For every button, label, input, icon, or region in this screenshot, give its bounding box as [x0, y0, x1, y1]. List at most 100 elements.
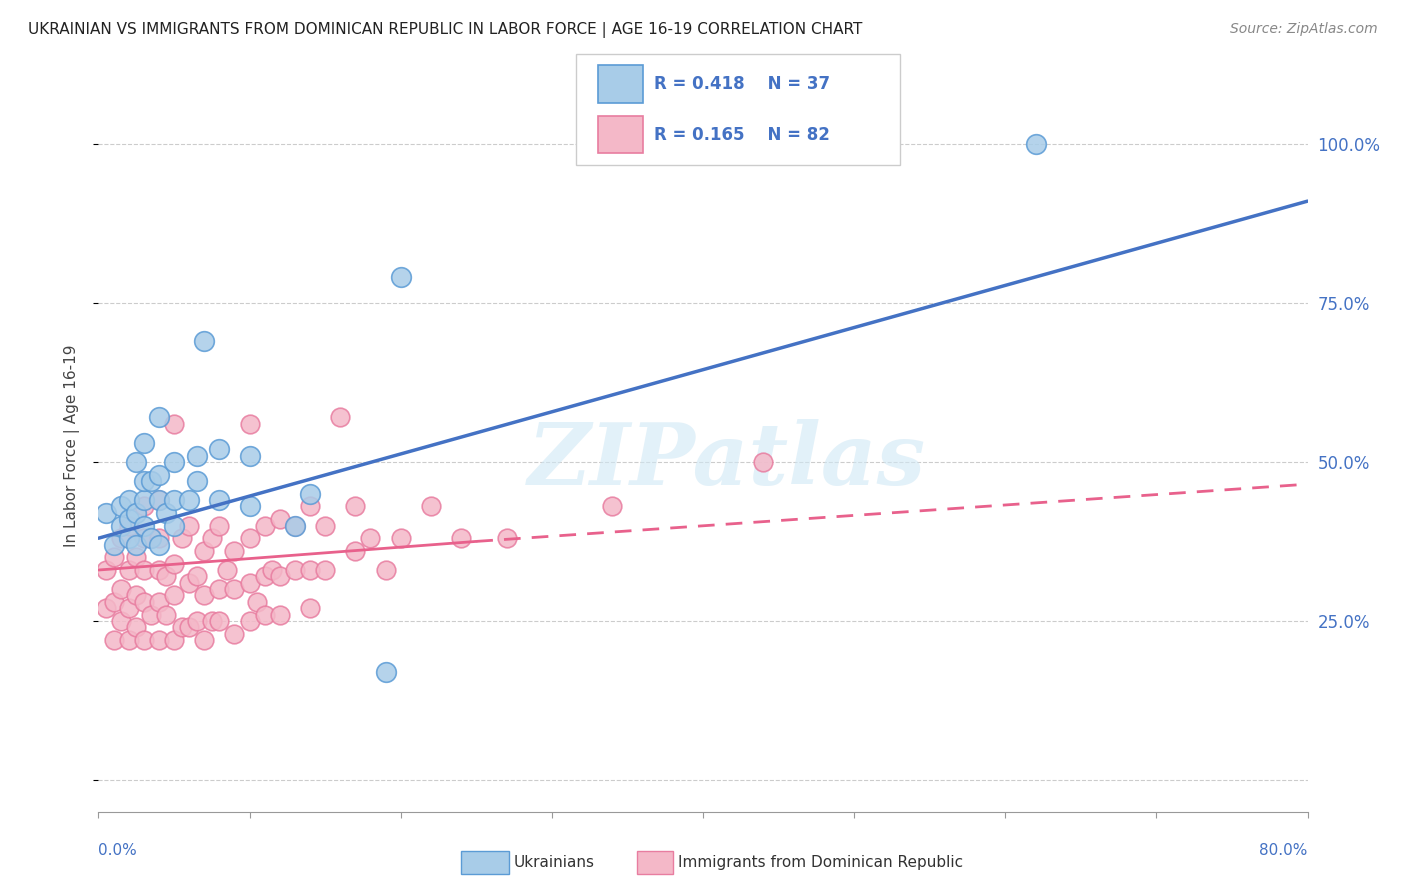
Point: [179, 493, 201, 508]
Point: [163, 589, 186, 603]
Point: [118, 632, 141, 647]
Point: [208, 518, 231, 533]
Point: [132, 493, 155, 508]
Point: [110, 582, 132, 596]
Point: [186, 474, 208, 488]
Point: [299, 563, 322, 577]
Point: [103, 632, 125, 647]
Point: [141, 531, 163, 545]
Point: [224, 582, 246, 596]
Point: [186, 569, 208, 583]
Point: [389, 270, 412, 285]
Point: [253, 607, 276, 622]
Point: [110, 500, 132, 514]
Point: [94, 506, 117, 520]
Point: [208, 582, 231, 596]
Point: [450, 531, 472, 545]
Point: [495, 531, 517, 545]
Point: [344, 500, 367, 514]
Point: [125, 538, 148, 552]
Point: [602, 500, 624, 514]
Point: [239, 449, 262, 463]
Point: [284, 518, 307, 533]
Point: [125, 589, 148, 603]
Point: [141, 531, 163, 545]
Point: [148, 632, 170, 647]
Point: [163, 417, 186, 431]
Point: [239, 531, 262, 545]
Point: [201, 614, 224, 628]
Point: [299, 486, 322, 500]
Point: [163, 518, 186, 533]
Point: [314, 518, 336, 533]
Point: [118, 518, 141, 533]
Text: 80.0%: 80.0%: [1260, 843, 1308, 858]
Point: [125, 620, 148, 634]
Point: [360, 531, 382, 545]
Point: [299, 601, 322, 615]
Point: [269, 607, 291, 622]
Point: [148, 531, 170, 545]
Point: [163, 493, 186, 508]
Text: UKRAINIAN VS IMMIGRANTS FROM DOMINICAN REPUBLIC IN LABOR FORCE | AGE 16-19 CORRE: UKRAINIAN VS IMMIGRANTS FROM DOMINICAN R…: [28, 22, 862, 38]
Point: [148, 493, 170, 508]
Point: [1024, 136, 1046, 151]
Point: [132, 518, 155, 533]
Point: [224, 626, 246, 640]
Point: [179, 518, 201, 533]
Point: [374, 563, 396, 577]
Point: [224, 544, 246, 558]
Point: [132, 595, 155, 609]
Point: [148, 563, 170, 577]
Point: [186, 449, 208, 463]
Point: [141, 607, 163, 622]
Point: [186, 614, 208, 628]
Point: [239, 614, 262, 628]
Point: [118, 531, 141, 545]
Point: [269, 512, 291, 526]
Point: [132, 632, 155, 647]
Point: [193, 334, 215, 348]
Point: [125, 455, 148, 469]
Point: [110, 614, 132, 628]
Text: R = 0.418    N = 37: R = 0.418 N = 37: [654, 75, 830, 93]
Point: [148, 493, 170, 508]
Point: [132, 531, 155, 545]
Point: [163, 632, 186, 647]
Point: [103, 595, 125, 609]
Point: [374, 665, 396, 679]
Point: [193, 589, 215, 603]
Point: [170, 620, 193, 634]
Point: [148, 538, 170, 552]
Text: Immigrants from Dominican Republic: Immigrants from Dominican Republic: [678, 855, 963, 870]
Point: [148, 595, 170, 609]
Point: [110, 518, 132, 533]
Y-axis label: In Labor Force | Age 16-19: In Labor Force | Age 16-19: [65, 344, 80, 548]
Point: [118, 563, 141, 577]
Point: [420, 500, 443, 514]
Point: [148, 410, 170, 425]
Point: [262, 563, 284, 577]
Point: [208, 442, 231, 457]
Point: [239, 575, 262, 590]
Point: [193, 632, 215, 647]
Point: [253, 518, 276, 533]
Point: [239, 417, 262, 431]
Point: [155, 569, 177, 583]
Point: [201, 531, 224, 545]
Point: [94, 601, 117, 615]
Text: ZIPatlas: ZIPatlas: [529, 419, 927, 502]
Point: [284, 518, 307, 533]
Point: [141, 474, 163, 488]
Point: [193, 544, 215, 558]
Point: [132, 435, 155, 450]
Point: [215, 563, 238, 577]
Point: [314, 563, 336, 577]
Point: [208, 493, 231, 508]
Point: [752, 455, 775, 469]
Point: [148, 467, 170, 482]
Point: [132, 500, 155, 514]
Point: [329, 410, 352, 425]
Text: Ukrainians: Ukrainians: [513, 855, 595, 870]
Point: [253, 569, 276, 583]
